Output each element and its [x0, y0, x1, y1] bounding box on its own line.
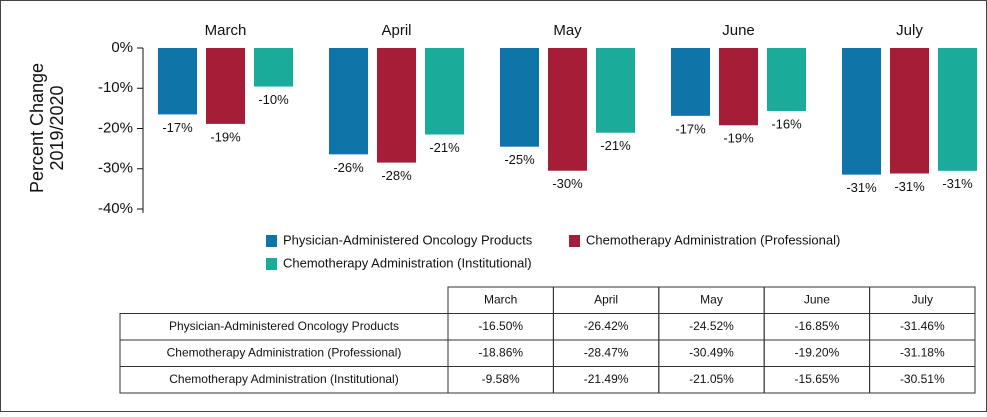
legend-swatch	[266, 258, 277, 270]
table-cell-text: -19.20%	[795, 345, 840, 359]
y-tick-label: -10%	[98, 79, 133, 96]
table-header: April	[594, 292, 618, 306]
table-row-label: Physician-Administered Oncology Products	[169, 319, 399, 333]
bar	[158, 48, 197, 115]
table-cell-text: -24.52%	[689, 319, 734, 333]
bar	[206, 48, 245, 124]
bar	[425, 48, 464, 135]
bar	[842, 48, 881, 175]
table-cell-text: -28.47%	[584, 345, 629, 359]
bar	[254, 48, 293, 87]
x-tick-label: June	[722, 22, 755, 39]
legend-swatch	[266, 235, 277, 247]
data-label: -31%	[846, 180, 877, 195]
x-tick-label: May	[553, 22, 582, 39]
bar	[938, 48, 977, 171]
table-cell-text: -30.49%	[689, 345, 734, 359]
bar	[596, 48, 635, 133]
table-cell	[869, 366, 976, 394]
data-label: -19%	[723, 131, 754, 146]
table-header: March	[484, 292, 517, 306]
legend-label: Chemotherapy Administration (Professiona…	[586, 232, 840, 247]
table-cell-text: -16.50%	[478, 319, 523, 333]
table-row-label: Chemotherapy Administration (Institution…	[169, 372, 398, 386]
data-label: -31%	[894, 179, 925, 194]
table-cell-text: -30.51%	[900, 372, 945, 386]
table-cell-text: -21.05%	[689, 372, 734, 386]
bar	[719, 48, 758, 126]
data-label: -30%	[552, 176, 583, 191]
bar	[377, 48, 416, 163]
bar	[890, 48, 929, 174]
x-tick-label: July	[896, 22, 923, 39]
table-cell-text: -31.46%	[900, 319, 945, 333]
legend-label: Chemotherapy Administration (Institution…	[283, 255, 532, 270]
table-cell-text: -15.65%	[795, 372, 840, 386]
y-axis-label: Percent Change2019/2020	[27, 63, 67, 193]
x-tick-label: April	[381, 22, 411, 39]
y-tick-label: -40%	[98, 200, 133, 217]
data-label: -31%	[942, 176, 973, 191]
bar	[767, 48, 806, 111]
x-tick-label: March	[205, 22, 247, 39]
data-label: -21%	[600, 138, 631, 153]
data-label: -17%	[675, 121, 706, 136]
bar	[329, 48, 368, 155]
data-label: -26%	[333, 160, 364, 175]
data-label: -25%	[504, 152, 535, 167]
table-header: June	[804, 292, 830, 306]
table-cell-text: -9.58%	[482, 372, 520, 386]
y-tick-label: -20%	[98, 119, 133, 136]
y-tick-label: -30%	[98, 160, 133, 177]
table-cell-text: -21.49%	[584, 372, 629, 386]
table-cell-text: -31.18%	[900, 345, 945, 359]
table-cell-text: -16.85%	[795, 319, 840, 333]
table-row-label: Chemotherapy Administration (Professiona…	[167, 345, 402, 359]
data-label: -28%	[381, 168, 412, 183]
legend-label: Physician-Administered Oncology Products	[283, 232, 533, 247]
bar	[671, 48, 710, 116]
data-label: -21%	[429, 140, 460, 155]
table-header: July	[912, 292, 933, 306]
table-cell-text: -26.42%	[584, 319, 629, 333]
y-tick-label: 0%	[111, 39, 133, 56]
table: March April May June July Physician-Administe…	[119, 286, 976, 394]
bar	[548, 48, 587, 171]
data-label: -16%	[771, 116, 802, 131]
table-cell-text: -18.86%	[478, 345, 523, 359]
data-label: -19%	[210, 129, 241, 144]
data-label: -17%	[162, 120, 193, 135]
data-label: -10%	[258, 92, 289, 107]
legend-swatch	[569, 235, 580, 247]
table-header: May	[700, 292, 723, 306]
bar	[500, 48, 539, 147]
